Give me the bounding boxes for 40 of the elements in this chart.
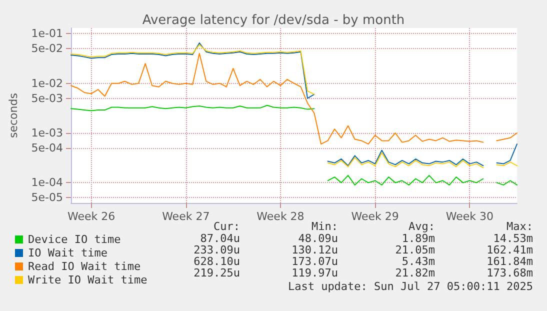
text: Min:	[312, 220, 338, 233]
text: Avg:	[408, 220, 435, 233]
text: 233.09u	[194, 244, 240, 256]
text: Max:	[506, 220, 533, 233]
text: Last update: Sun Jul 27 05:00:11 2025	[288, 280, 533, 293]
text: 119.97u	[292, 266, 338, 280]
y-tick-label: 5e-03	[31, 92, 63, 105]
legend-label: Device IO time	[28, 233, 121, 246]
y-tick-label: 5e-05	[31, 191, 63, 204]
x-tick-label: Week 27	[162, 210, 210, 223]
text: 1.89m	[402, 232, 436, 245]
text: 5.43m	[402, 255, 436, 268]
y-tick-label: 5e-02	[31, 42, 63, 56]
x-tick-label: Week 28	[256, 210, 304, 223]
text: 21.05m	[395, 244, 436, 256]
text: 173.07u	[292, 255, 338, 268]
text: 173.68m	[486, 266, 534, 280]
y-tick-label: 1e-01	[31, 27, 63, 40]
legend-label: IO Wait time	[28, 246, 108, 260]
y-tick-label: 1e-02	[31, 76, 63, 90]
y-tick-label: 1e-03	[31, 126, 63, 140]
text: 87.04u	[200, 232, 240, 245]
text: 219.25u	[194, 266, 240, 280]
text: 130.12u	[292, 244, 338, 256]
x-tick-label: Week 26	[67, 210, 116, 223]
x-tick-label: Week 30	[446, 210, 494, 223]
y-tick-label: 1e-04	[31, 176, 63, 190]
y-tick-label: 5e-04	[31, 141, 63, 154]
text: 48.09u	[298, 232, 338, 245]
text: 628.10u	[194, 255, 240, 268]
legend-label: Read IO Wait time	[28, 260, 141, 273]
y-axis-title: seconds	[7, 92, 20, 138]
x-tick-label: Week 29	[351, 210, 399, 223]
legend-label: Write IO Wait time	[28, 274, 148, 286]
text: Cur:	[214, 220, 240, 233]
text: 14.53m	[493, 232, 534, 245]
text: 161.84m	[486, 255, 534, 268]
text: 21.82m	[395, 266, 436, 280]
chart-title: Average latency for /dev/sda - by month	[142, 13, 405, 28]
text: 162.41m	[486, 244, 534, 256]
